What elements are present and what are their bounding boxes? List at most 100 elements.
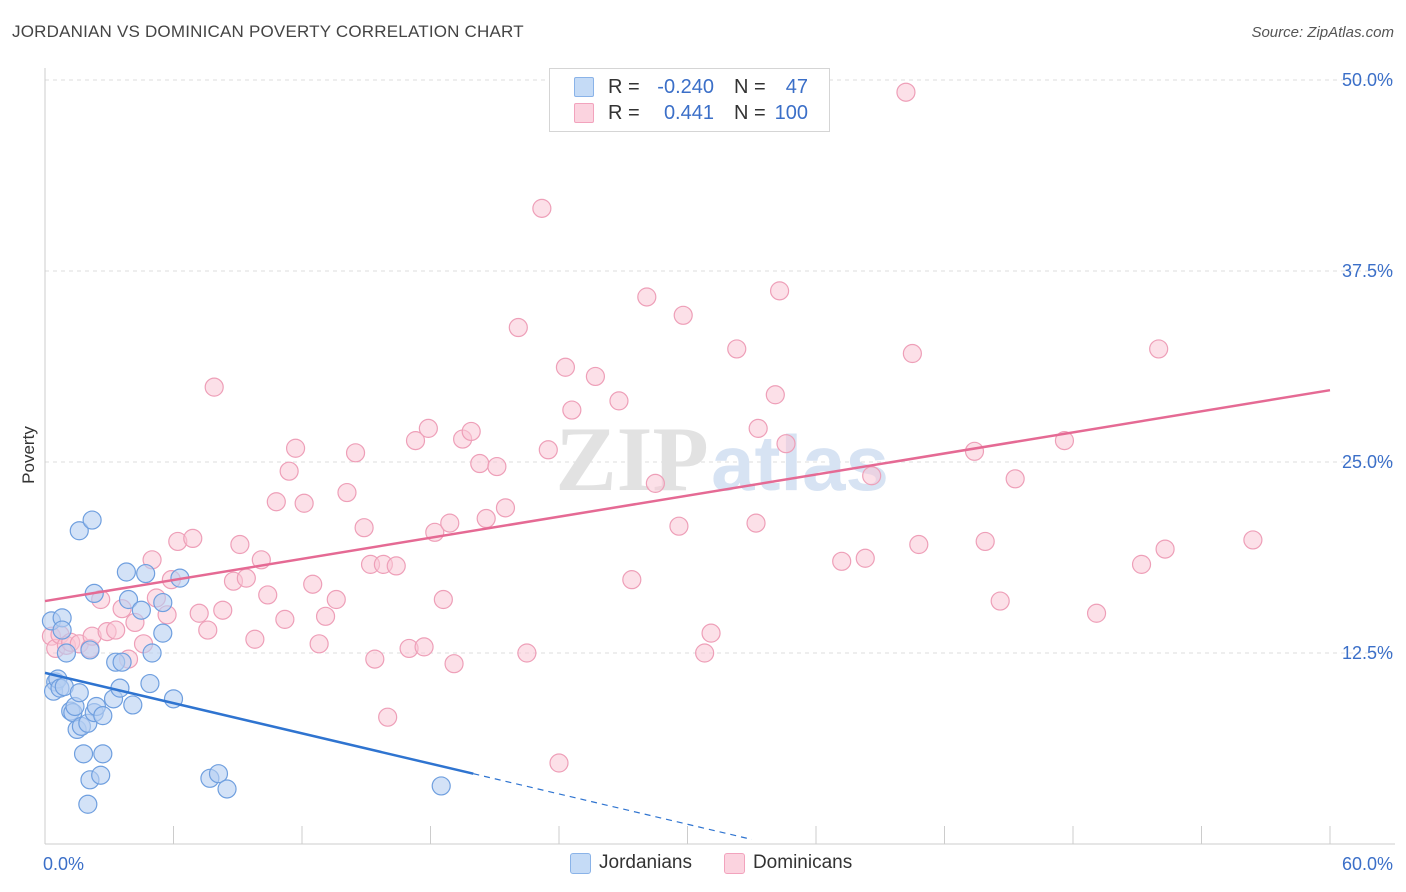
dominican-point	[896, 82, 916, 102]
jordanian-point	[208, 764, 229, 784]
jordanian-point	[217, 779, 237, 799]
jordanian-point	[112, 652, 132, 672]
dominican-point	[285, 438, 306, 458]
dominican-point	[354, 518, 374, 538]
jordanians-legend-swatch	[570, 852, 591, 874]
dominican-point	[1054, 431, 1075, 451]
dominican-point	[532, 198, 552, 218]
jordanian-point	[93, 744, 113, 764]
dominican-point	[315, 606, 336, 626]
dominican-point	[609, 391, 629, 411]
dominican-points	[41, 82, 1263, 773]
dominican-point	[909, 534, 929, 555]
dominican-point	[701, 623, 721, 643]
dominican-point	[230, 534, 250, 555]
jordanian-point	[56, 643, 77, 663]
jordanians-r-value: -0.240	[657, 75, 714, 98]
jordanian-point	[118, 589, 139, 610]
dominican-point	[727, 339, 747, 359]
dominicans-r-value: 0.441	[663, 101, 714, 124]
r-label: R =	[608, 101, 640, 124]
legend-item-jordanians: Jordanians	[570, 852, 692, 874]
dominican-point	[695, 643, 715, 663]
dominican-point	[645, 473, 665, 493]
dominicans-legend-swatch	[723, 852, 745, 874]
dominican-point	[433, 589, 453, 610]
dominican-point	[418, 418, 438, 438]
x-tick-label: 0.0%	[43, 854, 84, 874]
dominican-point	[245, 629, 265, 649]
jordanian-point	[142, 643, 162, 663]
jordanian-point	[116, 562, 136, 582]
dominican-point	[669, 516, 689, 536]
n-label: N =	[734, 75, 766, 98]
chart-title: JORDANIAN VS DOMINICAN POVERTY CORRELATI…	[12, 22, 524, 41]
dominicans-swatch	[574, 103, 594, 123]
dominican-point	[204, 377, 224, 397]
dominican-point	[549, 753, 569, 773]
dominican-point	[258, 585, 278, 605]
dominican-point	[1086, 603, 1107, 623]
jordanian-point	[140, 673, 160, 694]
jordanian-points	[41, 510, 451, 814]
jordanian-point	[91, 765, 111, 785]
dominican-point	[517, 643, 537, 663]
dominican-trend-line	[44, 388, 1331, 603]
dominican-point	[1005, 469, 1025, 489]
watermark-zip: ZIP	[555, 408, 708, 510]
x-tick-label: 60.0%	[1342, 854, 1393, 874]
jordanian-point	[73, 744, 94, 764]
legend-row-jordanians: R = -0.240 N = 47	[574, 75, 808, 99]
dominicans-n-value: 100	[774, 101, 808, 124]
dominican-point	[326, 589, 346, 610]
dominican-point	[337, 482, 357, 503]
dominican-point	[748, 418, 768, 438]
dominican-point	[964, 441, 985, 461]
dominican-point	[508, 317, 528, 338]
dominican-point	[189, 603, 209, 623]
dominican-point	[303, 574, 323, 594]
watermark-atlas: atlas	[711, 419, 889, 507]
jordanian-point	[93, 706, 113, 726]
dominican-point	[236, 568, 256, 588]
jordanians-n-value: 47	[785, 75, 808, 98]
dominican-point	[855, 548, 875, 568]
dominican-point	[862, 466, 882, 486]
dominican-point	[562, 400, 582, 420]
stats-legend: R = -0.240 N = 47 R = 0.441 N = 100	[549, 68, 830, 132]
dominican-point	[365, 649, 385, 669]
dominican-point	[275, 609, 295, 629]
jordanians-legend-label: Jordanians	[599, 852, 692, 873]
dominican-point	[555, 357, 576, 377]
dominican-point	[975, 531, 995, 552]
dominican-point	[637, 287, 657, 307]
dominican-point	[440, 513, 460, 533]
axes	[44, 68, 1395, 845]
series-legend: Jordanians Dominicans	[570, 852, 884, 874]
y-tick-label: 50.0%	[1342, 70, 1393, 90]
dominican-point	[461, 421, 481, 442]
dominican-point	[345, 443, 366, 463]
legend-item-dominicans: Dominicans	[723, 852, 852, 874]
dominican-point	[1149, 339, 1169, 359]
trend-lines	[44, 388, 1331, 840]
dominican-point	[1131, 554, 1152, 574]
dominican-point	[990, 591, 1010, 611]
legend-row-dominicans: R = 0.441 N = 100	[574, 101, 808, 125]
dominican-point	[414, 637, 434, 657]
jordanian-point	[78, 794, 98, 814]
dominican-point	[266, 492, 286, 512]
y-axis-label: Poverty	[19, 426, 38, 484]
source-label: Source: ZipAtlas.com	[1251, 24, 1394, 41]
dominican-point	[106, 620, 126, 640]
y-tick-label: 37.5%	[1342, 261, 1393, 281]
dominican-point	[1155, 539, 1175, 559]
dominican-point	[279, 461, 299, 481]
jordanian-trend-extension	[473, 773, 752, 840]
dominican-point	[294, 493, 314, 513]
jordanian-point	[52, 620, 72, 640]
dominican-point	[673, 305, 693, 325]
dominican-point	[765, 385, 785, 405]
jordanian-point	[82, 510, 102, 530]
